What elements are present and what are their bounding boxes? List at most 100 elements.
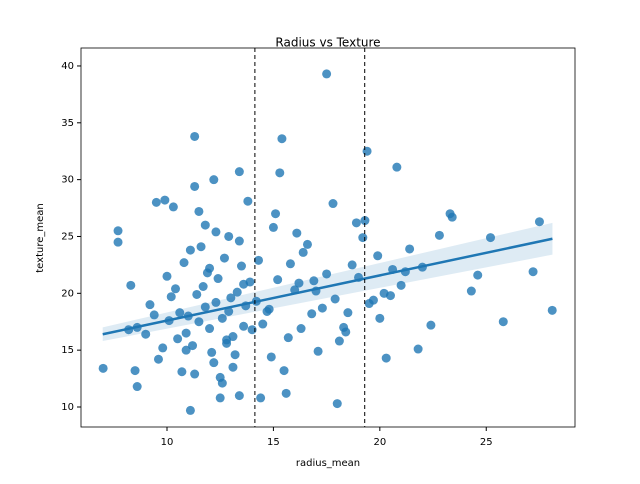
point — [215, 393, 225, 403]
point — [171, 284, 181, 294]
point — [283, 333, 293, 343]
point — [190, 369, 200, 379]
point — [486, 233, 496, 243]
point — [373, 251, 383, 261]
point — [358, 233, 368, 243]
point — [258, 319, 268, 329]
point — [130, 366, 140, 376]
point — [185, 245, 195, 255]
point — [534, 217, 544, 227]
point — [194, 206, 204, 216]
point — [198, 281, 208, 291]
point — [224, 231, 234, 241]
point — [230, 350, 240, 360]
point — [234, 236, 244, 246]
point — [181, 345, 191, 355]
point — [196, 242, 206, 252]
point — [351, 218, 361, 228]
point — [239, 279, 249, 289]
point — [266, 352, 276, 362]
point — [145, 300, 155, 310]
point — [98, 363, 108, 373]
point — [279, 366, 289, 376]
y-tick-label: 10 — [61, 402, 74, 413]
point — [434, 230, 444, 240]
point — [113, 226, 123, 236]
point — [426, 320, 436, 330]
point — [185, 405, 195, 415]
point — [217, 313, 227, 323]
x-tick-label: 20 — [373, 437, 386, 448]
point — [375, 313, 385, 323]
point — [141, 329, 151, 339]
x-tick-label: 25 — [480, 437, 493, 448]
point — [271, 209, 281, 219]
x-tick-label: 10 — [161, 437, 174, 448]
point — [234, 167, 244, 177]
point — [254, 255, 264, 265]
point — [222, 338, 232, 348]
point — [268, 222, 278, 232]
point — [466, 286, 476, 296]
point — [126, 280, 136, 290]
point — [213, 274, 223, 284]
point — [343, 308, 353, 318]
point — [281, 388, 291, 398]
point — [219, 253, 229, 263]
point — [211, 227, 221, 237]
point — [113, 237, 123, 247]
point — [447, 212, 457, 222]
point — [309, 276, 319, 286]
point — [175, 308, 185, 318]
point — [294, 278, 304, 288]
point — [236, 261, 246, 271]
point — [211, 297, 221, 307]
point — [413, 344, 423, 354]
point — [173, 334, 183, 344]
point — [194, 317, 204, 327]
point — [368, 295, 378, 305]
point — [302, 239, 312, 249]
point — [166, 292, 176, 302]
point — [217, 378, 227, 388]
point — [177, 367, 187, 377]
point — [239, 321, 249, 331]
point — [205, 263, 215, 273]
point — [243, 196, 253, 206]
point — [262, 307, 272, 317]
point — [405, 244, 415, 254]
y-tick-label: 25 — [61, 231, 74, 242]
point — [322, 69, 332, 79]
point — [192, 289, 202, 299]
point — [275, 168, 285, 178]
x-tick-label: 15 — [267, 437, 280, 448]
y-axis-label: texture_mean — [35, 203, 46, 272]
point — [362, 146, 372, 156]
point — [332, 399, 342, 409]
y-tick-label: 20 — [61, 288, 74, 299]
point — [190, 131, 200, 141]
point — [256, 393, 266, 403]
point — [149, 310, 159, 320]
point — [328, 199, 338, 209]
point — [298, 247, 308, 257]
point — [232, 287, 242, 297]
point — [160, 195, 170, 205]
point — [181, 328, 191, 338]
point — [285, 259, 295, 269]
y-tick-label: 15 — [61, 345, 74, 356]
y-tick-label: 30 — [61, 175, 74, 186]
point — [205, 324, 215, 334]
point — [341, 327, 351, 337]
chart-title: Radius vs Texture — [275, 36, 380, 50]
point — [273, 275, 283, 285]
point — [179, 258, 189, 268]
point — [234, 391, 244, 401]
point — [385, 291, 395, 301]
point — [207, 347, 217, 357]
point — [162, 271, 172, 281]
point — [334, 336, 344, 346]
point — [322, 269, 332, 279]
point — [498, 317, 508, 327]
